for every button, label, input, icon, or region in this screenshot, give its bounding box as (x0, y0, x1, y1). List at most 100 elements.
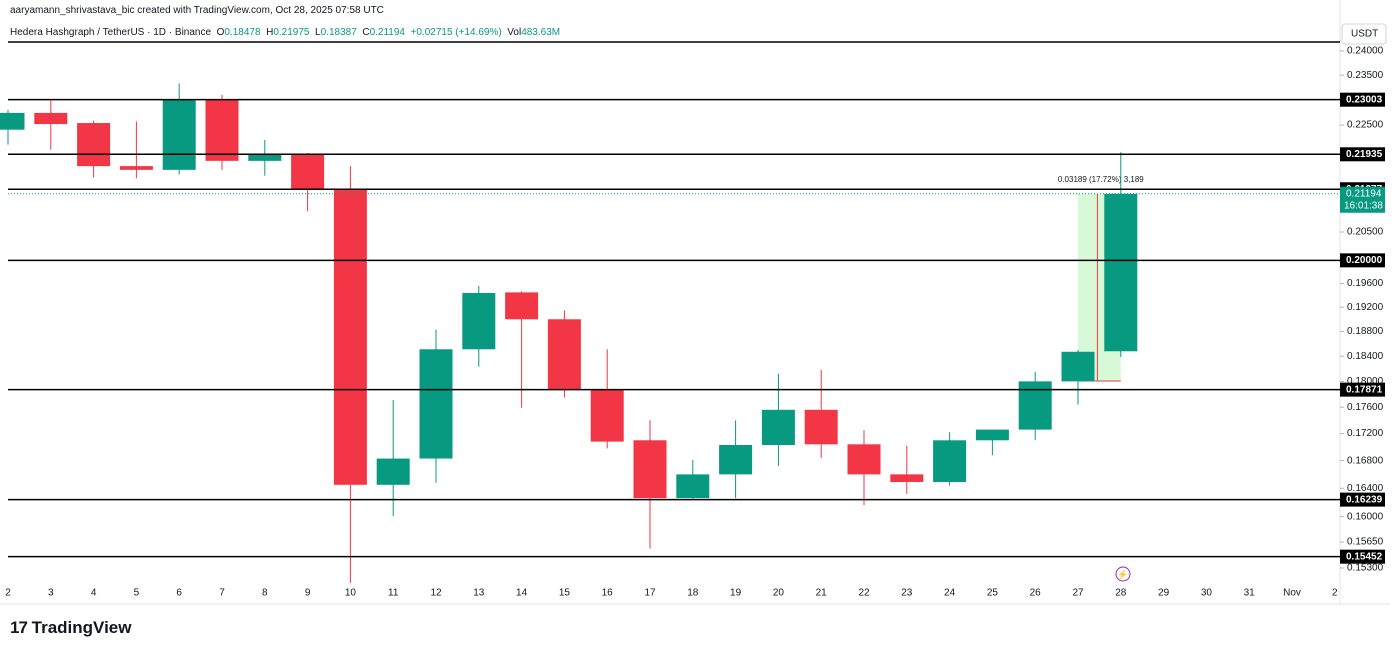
x-tick-label: 31 (1244, 588, 1256, 599)
y-tick-label: 0.24000 (1347, 46, 1384, 57)
candle-body (248, 154, 282, 161)
x-tick-label: 18 (687, 588, 699, 599)
y-tick-label: 0.16400 (1347, 483, 1384, 494)
candle-body (975, 429, 1009, 441)
y-tick-label: 0.22500 (1347, 120, 1384, 131)
level-tag (1340, 92, 1385, 107)
x-tick-label: 26 (1030, 588, 1042, 599)
y-tick-label: 0.19600 (1347, 278, 1384, 289)
level-tag (1340, 253, 1385, 268)
candle-body (1104, 193, 1138, 352)
last-price-label: 0.21194 (1346, 188, 1382, 199)
x-tick-label: 2 (1332, 588, 1338, 599)
candle-body (0, 112, 25, 130)
y-tick-label: 0.17200 (1347, 428, 1384, 439)
y-tick-label: 0.16000 (1347, 511, 1384, 522)
level-tag (1340, 147, 1385, 162)
x-tick-label: 16 (602, 588, 614, 599)
ohlc-label: L (315, 27, 321, 38)
x-tick-label: 27 (1072, 588, 1084, 599)
candle-body (590, 389, 624, 442)
candle-body (333, 189, 367, 485)
candle-body (1018, 381, 1052, 430)
x-tick-label: 21 (816, 588, 828, 599)
x-tick-label: 22 (858, 588, 870, 599)
event-icon[interactable] (1115, 566, 1131, 582)
currency-box[interactable] (1341, 23, 1387, 45)
candle-body (162, 99, 196, 170)
x-tick-label: 8 (262, 588, 268, 599)
x-tick-label: 9 (305, 588, 311, 599)
candle-body (547, 319, 581, 390)
y-tick-label: 0.15300 (1347, 563, 1384, 574)
x-tick-label: 20 (773, 588, 785, 599)
candle-body (77, 123, 111, 167)
level-label: 0.23003 (1346, 94, 1383, 105)
ohlc-label: H (266, 27, 274, 38)
level-tag (1340, 382, 1385, 397)
x-tick-label: 2 (5, 588, 11, 599)
y-tick-label: 0.19200 (1347, 302, 1384, 313)
ohlc-value: 0.18478 (224, 27, 261, 38)
candle-body (1061, 351, 1095, 382)
candle-body (633, 440, 667, 499)
candle-body (933, 440, 967, 483)
x-tick-label: 5 (134, 588, 140, 599)
level-label: 0.21935 (1346, 149, 1383, 160)
x-tick-label: 12 (430, 588, 442, 599)
candle-body (890, 474, 924, 483)
logo: 17 TradingView (10, 618, 132, 637)
x-tick-label: 17 (644, 588, 656, 599)
candle-body (376, 458, 410, 485)
x-tick-label: 19 (730, 588, 742, 599)
candle-body (676, 474, 710, 499)
event-icon-glyph: ⚡ (1117, 568, 1128, 580)
x-tick-label: 25 (987, 588, 999, 599)
x-tick-label: 6 (176, 588, 182, 599)
candle-body (34, 112, 68, 125)
level-label: 0.20000 (1346, 255, 1383, 266)
ohlc-value: 0.21975 (273, 27, 310, 38)
candle-body (761, 409, 795, 445)
candle-body (719, 444, 753, 475)
x-tick-label: 10 (345, 588, 357, 599)
x-tick-label: 7 (219, 588, 225, 599)
x-tick-label: 23 (901, 588, 913, 599)
ohlc-value: 0.18387 (320, 27, 357, 38)
x-tick-label: Nov (1283, 588, 1301, 599)
ohlc-value: 0.21194 (369, 27, 405, 38)
ohlc-label: C (362, 27, 370, 38)
volume-label: Vol (507, 27, 522, 38)
y-tick-label: 0.17600 (1347, 402, 1384, 413)
currency: USDT (1351, 29, 1378, 40)
level-label: 0.15452 (1346, 551, 1383, 562)
candle-body (847, 444, 881, 475)
x-tick-label: 24 (944, 588, 956, 599)
level-label: 0.16239 (1346, 494, 1383, 505)
measure-label: 0.03189 (17.72%) 3,189 (1058, 175, 1144, 184)
logo-text: TradingView (31, 618, 132, 637)
level-label: 0.17871 (1346, 384, 1383, 395)
x-tick-label: 11 (388, 588, 399, 599)
candle-body (505, 292, 539, 320)
y-tick-label: 0.20500 (1347, 227, 1384, 238)
level-tag (1340, 492, 1385, 507)
countdown: 16:01:38 (1344, 200, 1383, 211)
y-tick-label: 0.18400 (1347, 351, 1384, 362)
x-tick-label: 30 (1201, 588, 1213, 599)
x-tick-label: 15 (559, 588, 571, 599)
legend-line: Hedera Hashgraph / TetherUS · 1D · Binan… (10, 27, 560, 38)
candle-body (291, 154, 325, 190)
x-tick-label: 4 (91, 588, 97, 599)
y-tick-label: 0.18000 (1347, 376, 1384, 387)
last-price-tag (1340, 186, 1385, 213)
y-tick-label: 0.23500 (1347, 70, 1384, 81)
volume: 483.63M (521, 27, 561, 38)
y-tick-label: 0.18800 (1347, 326, 1384, 337)
candle-body (119, 166, 153, 170)
x-tick-label: 3 (48, 588, 54, 599)
chart: USDT ⚡ 0.24000 0.23500 0.22500 0.20500 0.196… (0, 0, 1390, 605)
x-tick-label: 29 (1158, 588, 1170, 599)
candle-body (419, 349, 453, 459)
